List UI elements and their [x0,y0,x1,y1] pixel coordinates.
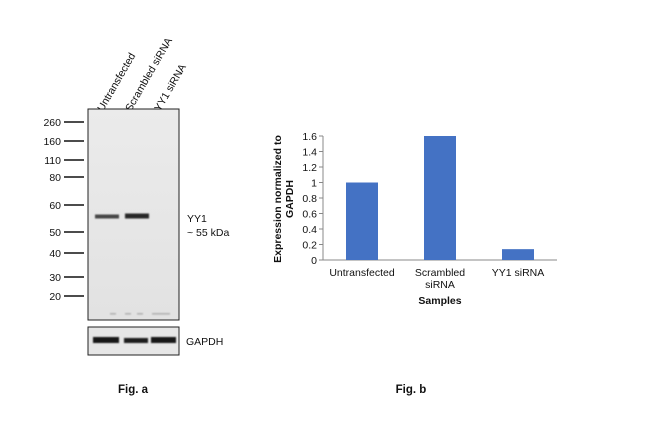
y-tick-label: 1.6 [302,131,317,143]
y-tick-label: 0.4 [302,224,317,236]
yy1-band-lane-1 [95,214,119,219]
bar-chart-panel: Expression normalized to GAPDH 0 0.2 0.4 0.… [272,131,557,396]
y-axis-ticks: 0 0.2 0.4 0.6 0.8 1 1.2 1.4 1.6 [302,131,323,267]
mw-marker-label: 40 [49,248,61,260]
mw-markers: 260 160 110 80 60 50 40 30 20 [43,117,84,303]
x-axis-title: Samples [418,295,461,307]
y-tick-label: 0.6 [302,209,317,221]
y-axis-title-line-1: Expression normalized to [272,135,284,263]
y-axis-title-line-2: GAPDH [284,180,296,218]
y-tick-label: 1 [311,178,317,190]
bar [346,182,378,260]
bar [502,249,534,260]
y-tick-label: 0.8 [302,193,317,205]
western-blot-panel: Untransfected Scrambled siRNA YY1 siRNA … [43,36,229,396]
gapdh-bands [93,337,176,343]
yy1-bands [95,213,149,219]
mw-marker-label: 80 [49,172,61,184]
y-tick-label: 1.4 [302,147,317,159]
x-tick-label: YY1 siRNA [492,267,545,279]
mw-marker-label: 50 [49,227,61,239]
mw-marker-label: 160 [43,136,61,148]
mw-marker-label: 60 [49,200,61,212]
y-axis-title: Expression normalized to GAPDH [272,135,296,263]
band-label-yy1: YY1 [187,213,207,225]
x-tick-label: Scrambled siRNA [415,267,465,291]
x-tick-label: Untransfected [329,267,395,279]
mw-marker-label: 260 [43,117,61,129]
band-label-size: ~ 55 kDa [187,227,229,239]
faint-bands [110,313,170,315]
yy1-band-lane-2 [125,213,149,219]
x-axis-tick-labels: Untransfected Scrambled siRNA YY1 siRNA [329,267,544,291]
mw-marker-label: 20 [49,291,61,303]
gapdh-label: GAPDH [186,336,223,348]
bars [346,136,534,260]
caption-fig-b: Fig. b [396,384,427,396]
y-tick-label: 0 [311,255,317,267]
bar [424,136,456,260]
y-tick-label: 0.2 [302,240,317,252]
y-tick-label: 1.2 [302,162,317,174]
caption-fig-a: Fig. a [118,384,149,396]
mw-marker-label: 110 [44,155,61,167]
mw-marker-label: 30 [49,272,61,284]
